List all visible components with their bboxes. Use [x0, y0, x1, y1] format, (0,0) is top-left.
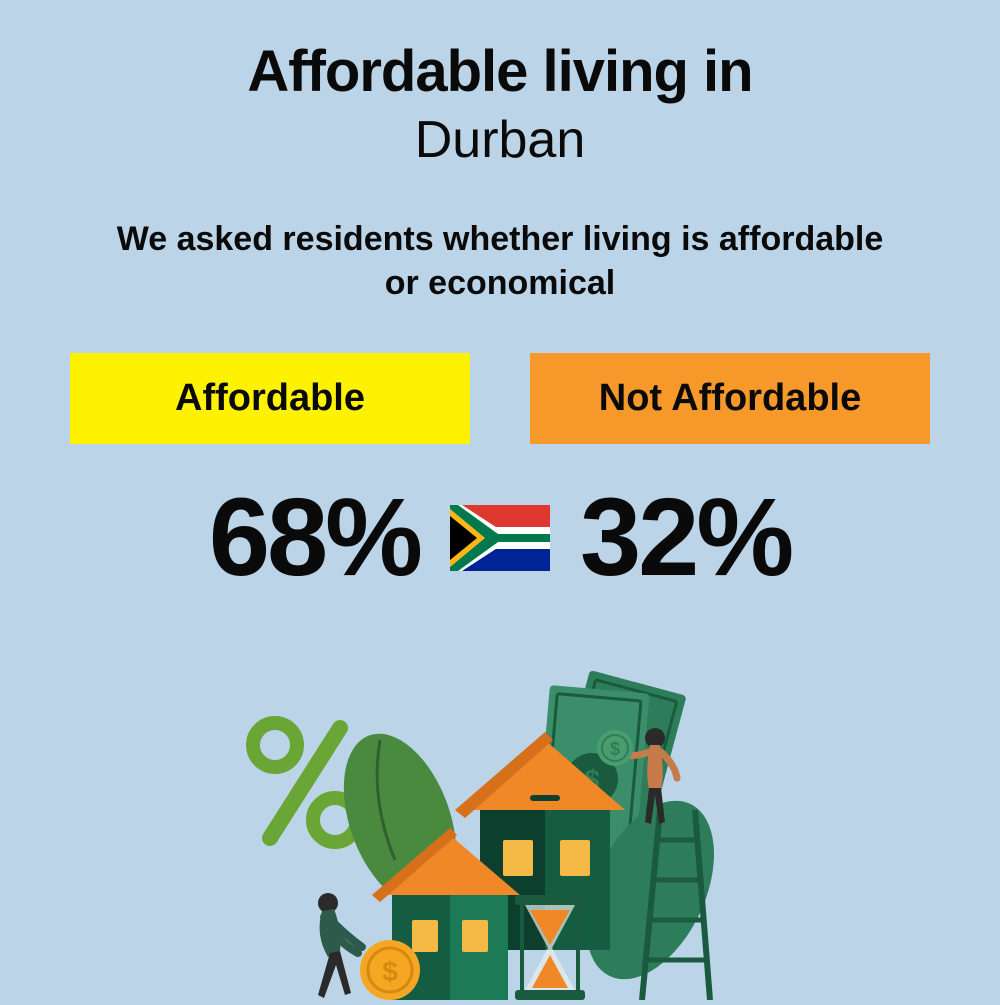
title-line-1: Affordable living in — [60, 40, 940, 104]
not-affordable-percent: 32% — [580, 474, 791, 601]
svg-text:$: $ — [382, 956, 398, 987]
affordable-percent: 68% — [209, 474, 420, 601]
savings-illustration: $ — [220, 660, 780, 1000]
option-affordable-box: Affordable — [70, 353, 470, 444]
svg-text:$: $ — [610, 739, 620, 759]
title-line-2: Durban — [60, 112, 940, 169]
option-not-affordable-box: Not Affordable — [530, 353, 930, 444]
survey-description: We asked residents whether living is aff… — [60, 217, 940, 305]
percent-row: 68% 32% — [60, 474, 940, 601]
south-africa-flag-icon — [450, 505, 550, 571]
options-row: Affordable Not Affordable — [60, 353, 940, 444]
